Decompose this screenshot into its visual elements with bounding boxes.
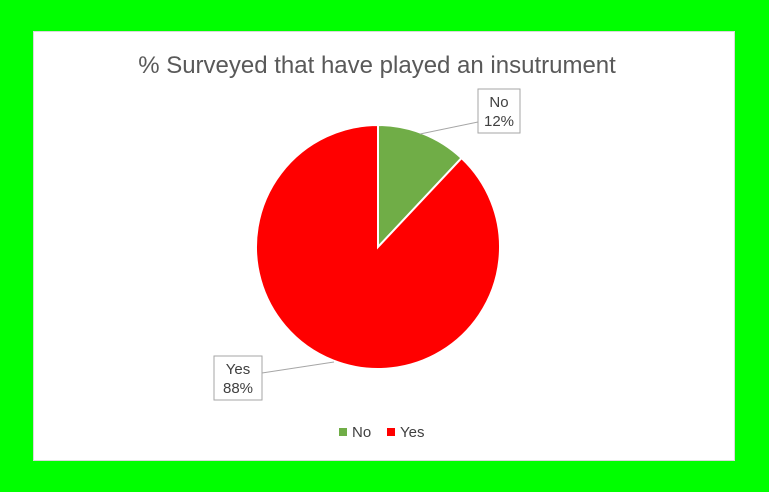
- label-box-yes: [213, 355, 263, 401]
- pie-slice-yes: [255, 123, 501, 370]
- legend-label-no: No: [352, 424, 371, 441]
- label-percent-no: 12%: [484, 113, 514, 130]
- data-label-no: No 12%: [419, 88, 521, 135]
- chart-legend: No Yes: [339, 424, 424, 441]
- leader-line-no: [419, 121, 479, 135]
- pie-chart: % Surveyed that have played an insutrume…: [138, 52, 616, 441]
- pie-slices: [255, 123, 501, 370]
- legend-swatch-yes: [387, 428, 395, 436]
- leader-line-yes: [261, 361, 335, 374]
- chart-area: % Surveyed that have played an insutrume…: [33, 31, 735, 461]
- label-box-no: [477, 88, 521, 134]
- label-category-yes: Yes: [226, 361, 250, 378]
- chart-title: % Surveyed that have played an insutrume…: [138, 52, 616, 79]
- label-percent-yes: 88%: [223, 380, 253, 397]
- legend-swatch-no: [339, 428, 347, 436]
- label-category-no: No: [489, 94, 508, 111]
- data-label-yes: Yes 88%: [213, 355, 335, 401]
- legend-label-yes: Yes: [400, 424, 424, 441]
- data-label-callouts: No 12% Yes 88%: [213, 88, 521, 401]
